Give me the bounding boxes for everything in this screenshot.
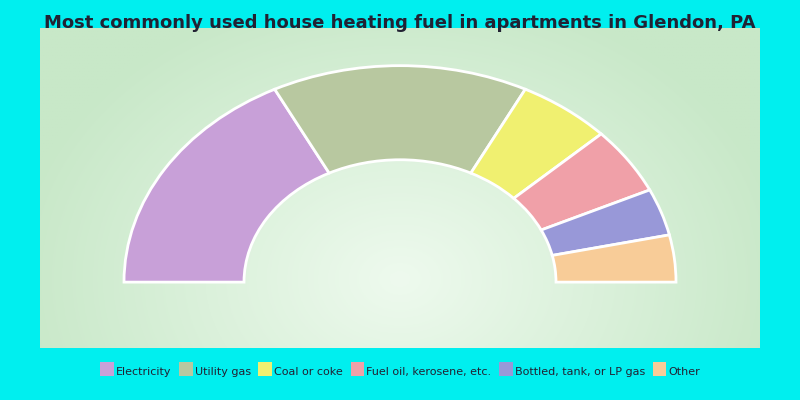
Wedge shape bbox=[274, 66, 526, 173]
Wedge shape bbox=[471, 89, 601, 198]
Wedge shape bbox=[514, 134, 650, 230]
Wedge shape bbox=[541, 190, 670, 256]
Text: Most commonly used house heating fuel in apartments in Glendon, PA: Most commonly used house heating fuel in… bbox=[44, 14, 756, 32]
Wedge shape bbox=[124, 89, 329, 282]
Wedge shape bbox=[552, 235, 676, 282]
Legend: Electricity, Utility gas, Coal or coke, Fuel oil, kerosene, etc., Bottled, tank,: Electricity, Utility gas, Coal or coke, … bbox=[100, 367, 700, 377]
